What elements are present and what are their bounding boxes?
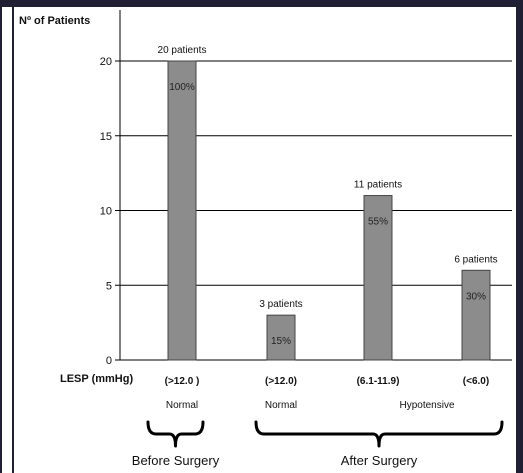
group-brace — [254, 420, 504, 448]
x-axis-title: LESP (mmHg) — [60, 373, 134, 385]
y-tick-label: 0 — [106, 355, 112, 367]
bar-percent-label: 100% — [169, 82, 195, 93]
subgroup-label: Hypotensive — [399, 400, 454, 411]
category-label: (>12.0 ) — [165, 376, 200, 387]
bar-count-label: 3 patients — [259, 299, 302, 310]
category-label: (>12.0) — [265, 376, 297, 387]
frame-right-border — [516, 0, 523, 473]
y-tick-label: 20 — [100, 56, 112, 68]
bar-percent-label: 30% — [466, 291, 486, 302]
bar — [363, 195, 393, 361]
bar — [461, 269, 491, 361]
bar — [266, 314, 296, 361]
y-axis-label: Nº of Patients — [19, 15, 91, 27]
subgroup-label: Normal — [166, 400, 198, 411]
category-label: (6.1-11.9) — [357, 376, 400, 387]
group-label: Before Surgery — [132, 453, 220, 468]
frame-left-inner-line — [12, 0, 14, 473]
y-tick-label: 15 — [100, 131, 112, 143]
y-tick-label: 5 — [106, 280, 112, 292]
bar-percent-label: 15% — [271, 336, 291, 347]
subgroup-label: Normal — [265, 400, 297, 411]
frame-top-border — [0, 0, 523, 7]
bar-percent-label: 55% — [368, 217, 388, 228]
bar — [167, 60, 197, 361]
group-brace — [146, 420, 205, 448]
bar-count-label: 6 patients — [454, 254, 497, 265]
y-tick-label: 10 — [100, 206, 112, 218]
category-label: (<6.0) — [463, 376, 489, 387]
bar-count-label: 11 patients — [354, 180, 402, 191]
bar-count-label: 20 patients — [158, 45, 207, 56]
frame-left-border — [0, 0, 2, 473]
group-label: After Surgery — [341, 453, 418, 468]
